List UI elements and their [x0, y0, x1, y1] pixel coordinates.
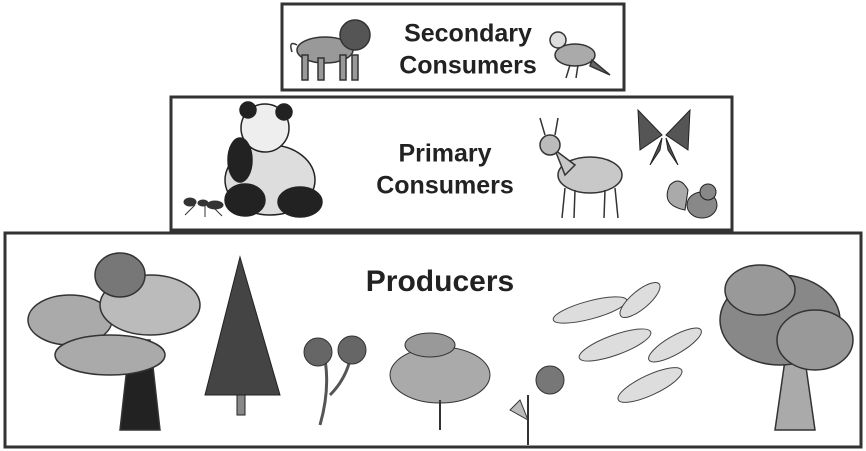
antelope-icon-part	[604, 190, 605, 218]
ant-icon-part	[198, 200, 208, 206]
pine-tree-icon-part	[237, 395, 245, 415]
sapling-icon-part	[338, 336, 366, 364]
lion-icon-part	[340, 20, 370, 50]
tier-label: Primary	[398, 140, 491, 168]
lion-icon-part	[302, 55, 308, 80]
antelope-icon-part	[540, 135, 560, 155]
sapling-icon-part	[304, 338, 332, 366]
panda-icon-part	[225, 184, 265, 216]
page: Secondary Consumers Primary Consumers Pr…	[0, 0, 866, 451]
tier-label: Consumers	[399, 52, 537, 80]
antelope-icon-part	[574, 190, 575, 218]
oak-tree-icon-part	[55, 335, 165, 375]
lion-icon-part	[352, 55, 358, 80]
panda-icon-part	[278, 187, 322, 217]
tree-icon-part	[777, 310, 853, 370]
tier-label: Secondary	[404, 20, 532, 48]
ant-icon-part	[207, 201, 223, 209]
panda-icon-part	[240, 102, 256, 118]
squirrel-icon-part	[700, 184, 716, 200]
bird-icon-part	[550, 32, 566, 48]
oak-tree-icon-part	[95, 253, 145, 297]
panda-icon-part	[276, 104, 292, 120]
ant-icon-part	[184, 198, 196, 206]
tree-icon-part	[725, 265, 795, 315]
flower-icon-part	[536, 366, 564, 394]
energy-pyramid: Secondary Consumers Primary Consumers Pr…	[0, 0, 866, 451]
tier-label: Producers	[366, 265, 514, 298]
lion-icon-part	[318, 58, 324, 80]
shrub-icon-part	[405, 333, 455, 357]
lion-icon-part	[340, 55, 346, 80]
tier-label: Consumers	[376, 172, 514, 200]
panda-icon-part	[228, 138, 252, 182]
